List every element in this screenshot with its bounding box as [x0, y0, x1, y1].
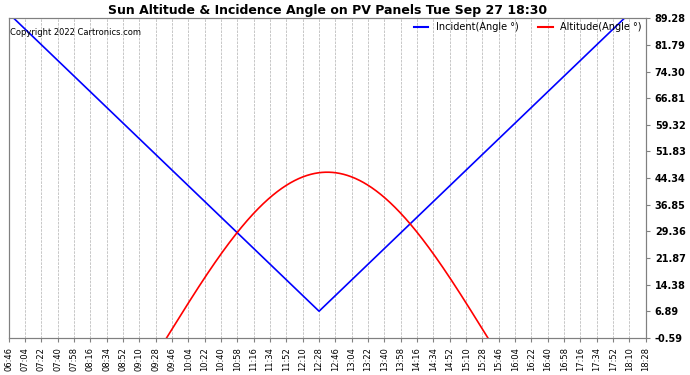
Text: Copyright 2022 Cartronics.com: Copyright 2022 Cartronics.com [10, 28, 141, 37]
Legend: Incident(Angle °), Altitude(Angle °): Incident(Angle °), Altitude(Angle °) [410, 18, 646, 36]
Title: Sun Altitude & Incidence Angle on PV Panels Tue Sep 27 18:30: Sun Altitude & Incidence Angle on PV Pan… [108, 4, 546, 17]
